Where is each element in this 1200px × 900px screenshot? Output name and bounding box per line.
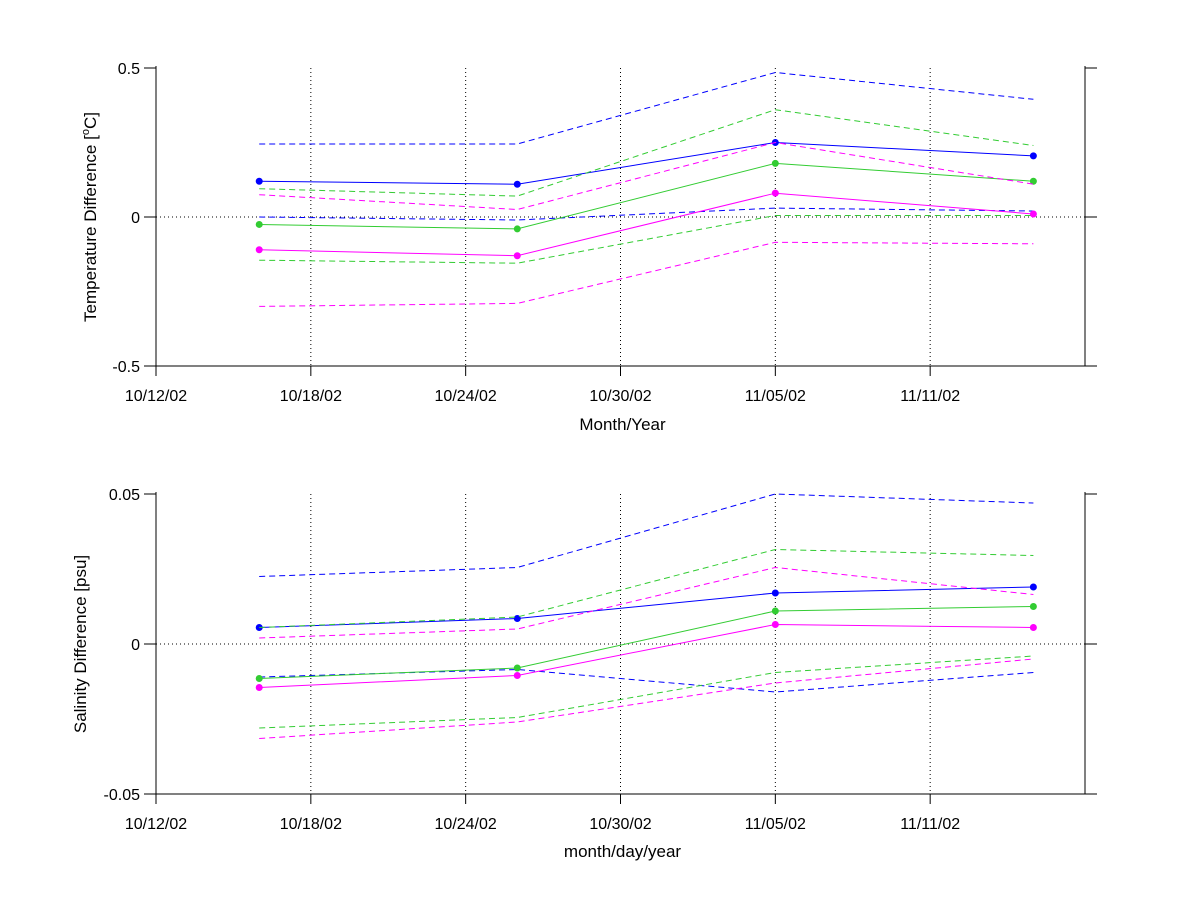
series-line-blue-solid (259, 586, 1034, 628)
y-tick-label: 0 (131, 637, 140, 654)
data-point-green (1029, 603, 1037, 610)
y-axis-label: Temperature Difference [oC] (80, 112, 100, 322)
data-point-magenta (771, 621, 779, 628)
y-axis-label-unit: C] (81, 112, 100, 129)
data-point-blue (255, 177, 263, 185)
x-axis-label: Month/Year (579, 415, 666, 434)
x-tick-label: 10/24/02 (435, 816, 497, 833)
series-line-blue-dashed (259, 71, 1034, 145)
data-point-green (513, 225, 521, 233)
data-point-blue (771, 589, 779, 597)
series-line-green-dashed (259, 109, 1034, 197)
chart-panel-temperature: -0.5 0 0.5 10/12/02 10/18/02 10/24/02 10/30/02… (80, 61, 1097, 434)
data-point-magenta (255, 684, 263, 691)
series-line-green-solid (259, 606, 1034, 679)
series-line-blue-solid (259, 141, 1034, 185)
series-line-magenta-solid (259, 192, 1034, 257)
series-line-green-solid (259, 162, 1034, 230)
series-line-blue-dashed (259, 668, 1034, 693)
x-tick-label: 11/05/02 (745, 388, 806, 405)
y-tick-label: 0.5 (118, 61, 140, 78)
data-point-green (771, 159, 779, 167)
x-tick-label: 10/30/02 (589, 388, 651, 405)
data-point-blue (513, 180, 521, 188)
y-tick-label: -0.05 (104, 787, 141, 804)
y-tick-label: -0.5 (112, 359, 140, 376)
data-point-magenta (1029, 624, 1037, 631)
series-line-magenta-dashed (259, 241, 1034, 307)
y-axis-label-superscript: o (80, 129, 92, 135)
data-point-magenta (513, 672, 521, 679)
y-tick-label: 0.05 (109, 487, 140, 504)
y-axis-label: Salinity Difference [psu] (71, 555, 90, 733)
y-tick-label: 0 (131, 210, 140, 227)
x-tick-label: 10/30/02 (589, 816, 651, 833)
data-point-magenta (255, 246, 263, 254)
data-point-magenta (513, 252, 521, 260)
x-axis-label: month/day/year (564, 842, 682, 861)
x-tick-label: 10/12/02 (125, 816, 187, 833)
series-line-magenta-solid (259, 623, 1034, 688)
chart-panel-salinity: -0.05 0 0.05 10/12/02 10/18/02 10/24/02 10/30/… (71, 487, 1097, 861)
data-point-green (771, 607, 779, 615)
data-point-green (1029, 177, 1037, 185)
data-point-blue (513, 615, 521, 622)
data-point-blue (1029, 583, 1037, 591)
x-tick-label: 10/24/02 (435, 388, 497, 405)
series-line-magenta-dashed (259, 141, 1034, 211)
series-line-blue-dashed (259, 493, 1034, 577)
y-axis-label-text: Temperature Difference [ (81, 135, 100, 322)
series-line-green-dashed (259, 655, 1034, 729)
series-line-magenta-dashed (259, 658, 1034, 739)
data-point-magenta (1029, 210, 1037, 218)
x-tick-label: 10/18/02 (280, 816, 342, 833)
data-point-green (255, 220, 263, 228)
x-tick-label: 11/05/02 (745, 816, 806, 833)
series-line-green-dashed (259, 215, 1034, 264)
series-line-blue-dashed (259, 207, 1034, 221)
x-tick-label: 11/11/02 (900, 816, 960, 833)
x-tick-label: 10/12/02 (125, 388, 187, 405)
series-line-green-dashed (259, 548, 1034, 628)
x-tick-label: 11/11/02 (900, 388, 960, 405)
data-point-blue (1029, 152, 1037, 160)
data-point-green (513, 664, 521, 672)
data-point-green (255, 675, 263, 682)
data-point-magenta (771, 189, 779, 197)
x-tick-label: 10/18/02 (280, 388, 342, 405)
series-line-magenta-dashed (259, 566, 1034, 639)
